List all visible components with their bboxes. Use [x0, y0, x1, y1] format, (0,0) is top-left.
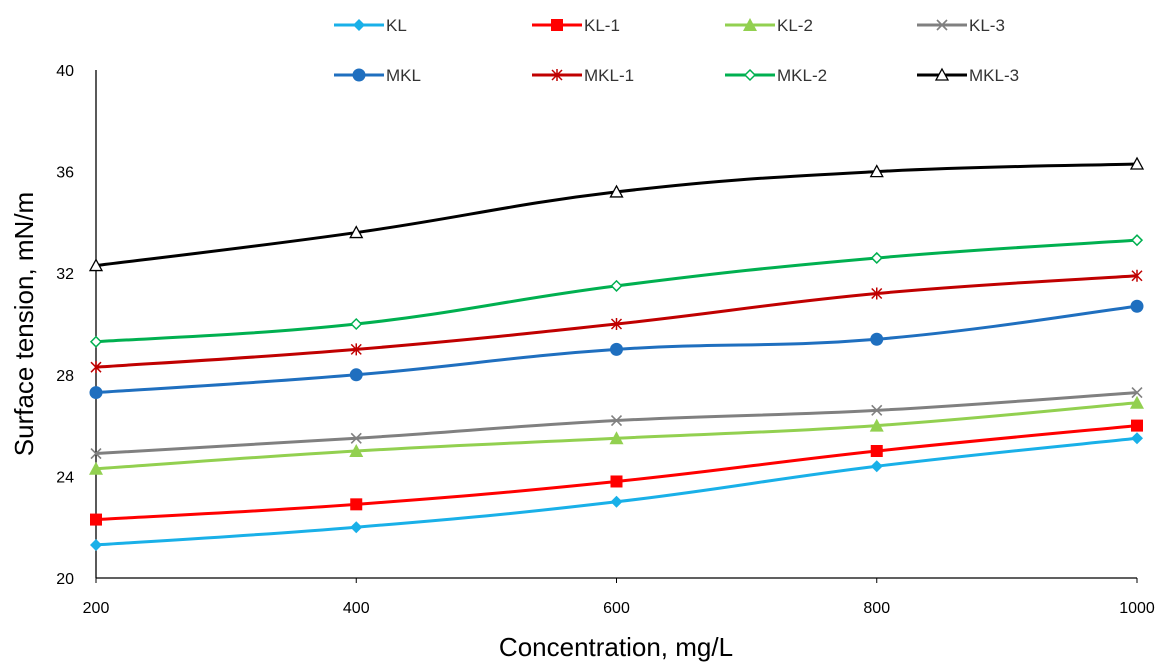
legend-marker — [551, 19, 563, 31]
data-point — [870, 460, 883, 473]
data-point — [349, 368, 363, 382]
data-point — [1130, 299, 1144, 313]
data-point — [350, 432, 362, 444]
y-axis-title: Surface tension, mN/m — [9, 192, 39, 456]
y-tick-label: 36 — [56, 165, 74, 182]
data-point — [870, 445, 883, 457]
legend-marker — [353, 19, 365, 31]
data-point — [90, 447, 102, 460]
data-point — [349, 444, 364, 457]
legend-item: KL-3 — [917, 16, 1005, 35]
legend-label: MKL-2 — [777, 66, 827, 85]
series-kl-1 — [90, 419, 1143, 526]
legend-item: MKL-1 — [532, 66, 634, 85]
legend-label: KL-1 — [584, 16, 620, 35]
legend-marker — [743, 18, 757, 31]
series-mkl — [89, 299, 1144, 400]
data-point — [1129, 156, 1145, 170]
data-point — [90, 538, 102, 551]
data-point — [350, 498, 363, 511]
data-point — [1131, 269, 1143, 282]
data-point — [349, 225, 364, 239]
legend-label: KL-3 — [969, 16, 1005, 35]
data-point — [1130, 395, 1144, 409]
series-mkl-1 — [90, 269, 1143, 374]
data-point — [350, 343, 362, 356]
x-tick-label: 200 — [83, 600, 110, 617]
y-tick-label: 40 — [56, 63, 74, 80]
y-tick-label: 24 — [56, 469, 74, 486]
x-tick-label: 400 — [343, 600, 370, 617]
data-point — [610, 475, 623, 488]
y-tick-label: 32 — [56, 266, 74, 283]
data-point — [90, 361, 102, 374]
data-point — [89, 461, 103, 475]
data-point — [870, 332, 884, 346]
legend-item: MKL-3 — [917, 66, 1019, 85]
series-mkl-3 — [88, 156, 1145, 272]
legend-label: MKL-3 — [969, 66, 1019, 85]
x-tick-label: 800 — [863, 600, 890, 617]
series-kl-2 — [89, 395, 1144, 475]
data-point — [609, 431, 624, 445]
legend-marker — [551, 69, 563, 81]
data-point — [869, 164, 884, 178]
data-point — [88, 258, 104, 272]
legend-item: KL-1 — [532, 16, 620, 35]
data-point — [89, 335, 103, 348]
series-mkl-2 — [89, 234, 1144, 348]
data-point — [871, 287, 883, 300]
series-kl-3 — [90, 387, 1143, 460]
data-point — [610, 279, 623, 292]
legend-label: MKL-1 — [584, 66, 634, 85]
legend-marker — [743, 68, 757, 82]
legend-label: KL — [386, 16, 407, 35]
data-point — [869, 418, 884, 432]
x-axis-title: Concentration, mg/L — [499, 632, 733, 662]
data-point — [610, 495, 623, 508]
legend-item: KL — [334, 16, 407, 35]
data-point — [610, 414, 623, 427]
tick-labels: 200 400 600 800 1000 20 24 28 32 36 40 — [56, 63, 1155, 617]
series-line — [95, 436, 1138, 547]
legend-marker — [352, 68, 366, 82]
legend: KL KL-1 KL-2 KL-3 MKL MKL-1 MKL-2 MKL-3 — [334, 16, 1019, 85]
data-point — [610, 318, 623, 330]
x-tick-label: 1000 — [1119, 600, 1155, 617]
series-group — [88, 156, 1145, 551]
legend-marker — [936, 19, 948, 31]
data-point — [90, 513, 102, 526]
series-line — [95, 391, 1138, 456]
legend-marker — [934, 67, 950, 81]
legend-item: KL-2 — [725, 16, 813, 35]
data-point — [1131, 432, 1143, 445]
series-kl — [90, 432, 1143, 551]
data-point — [1131, 419, 1143, 432]
data-point — [350, 317, 363, 331]
data-point — [1130, 234, 1144, 247]
data-point — [89, 386, 103, 400]
y-tick-label: 28 — [56, 368, 74, 385]
x-tick-label: 600 — [603, 600, 630, 617]
data-point — [1131, 387, 1143, 399]
y-tick-label: 20 — [56, 571, 74, 588]
data-point — [871, 404, 883, 416]
legend-label: MKL — [386, 66, 421, 85]
legend-item: MKL-2 — [725, 66, 827, 85]
data-point — [610, 342, 623, 356]
data-point — [350, 521, 363, 534]
data-point — [609, 184, 624, 198]
data-point — [870, 251, 883, 265]
legend-item: MKL — [334, 66, 421, 85]
legend-label: KL-2 — [777, 16, 813, 35]
